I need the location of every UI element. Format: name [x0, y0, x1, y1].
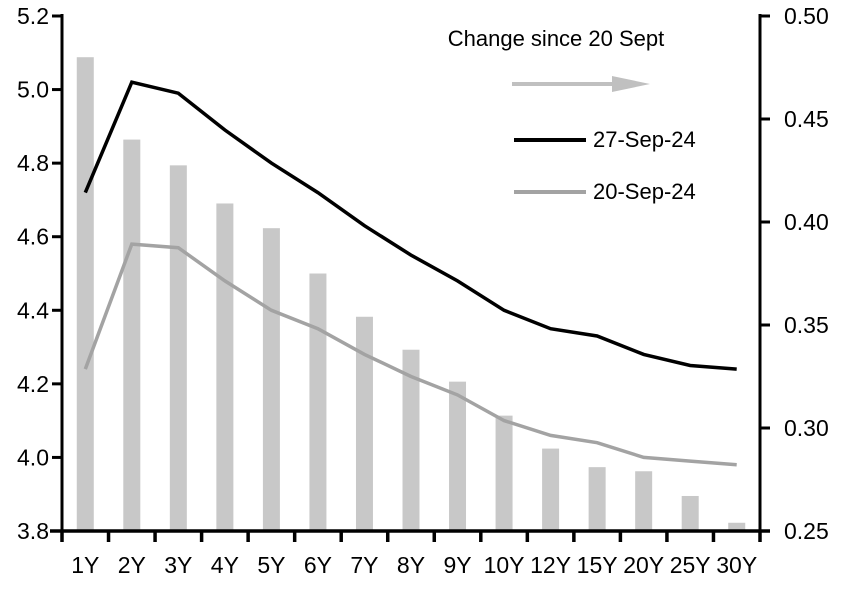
bar-10Y	[495, 415, 513, 531]
x-axis-label-15Y: 15Y	[577, 552, 618, 578]
x-axis-label-4Y: 4Y	[211, 552, 239, 578]
line-27-sep-24	[83, 80, 737, 371]
x-axis-label-30Y: 30Y	[716, 552, 757, 578]
left-axis-tick-label: 3.8	[17, 518, 49, 544]
bar-8Y	[402, 349, 420, 531]
bar-6Y	[309, 273, 327, 531]
left-axis-tick-label: 4.6	[17, 224, 49, 250]
x-axis-label-25Y: 25Y	[670, 552, 711, 578]
right-axis-tick-label: 0.30	[784, 415, 829, 441]
line-20-sep-24	[83, 242, 737, 467]
right-axis-tick-label: 0.40	[784, 209, 829, 235]
x-axis-label-10Y: 10Y	[484, 552, 525, 578]
x-axis-label-12Y: 12Y	[530, 552, 571, 578]
left-axis-tick-label: 4.0	[17, 444, 49, 470]
x-axis-label-3Y: 3Y	[164, 552, 192, 578]
bar-5Y	[262, 228, 280, 531]
x-axis-label-6Y: 6Y	[304, 552, 332, 578]
bar-20Y	[635, 471, 653, 531]
right-axis-tick-label: 0.35	[784, 312, 829, 338]
x-axis-label-1Y: 1Y	[71, 552, 99, 578]
x-axis-label-7Y: 7Y	[350, 552, 378, 578]
x-axis-label-2Y: 2Y	[118, 552, 146, 578]
bar-1Y	[76, 57, 94, 531]
left-axis-tick-label: 4.8	[17, 150, 49, 176]
bar-4Y	[216, 203, 234, 531]
bar-3Y	[169, 165, 187, 531]
left-axis-tick-label: 4.4	[17, 297, 49, 323]
bar-12Y	[542, 448, 560, 531]
left-axis-tick-label: 4.2	[17, 371, 49, 397]
left-axis-tick-label: 5.0	[17, 77, 49, 103]
x-axis-label-5Y: 5Y	[257, 552, 285, 578]
x-axis-label-8Y: 8Y	[397, 552, 425, 578]
bar-25Y	[681, 495, 699, 531]
right-axis-tick-label: 0.45	[784, 106, 829, 132]
right-axis-tick-label: 0.25	[784, 518, 829, 544]
bar-30Y	[728, 522, 746, 531]
left-axis-tick-label: 5.2	[17, 3, 49, 29]
x-axis-label-20Y: 20Y	[623, 552, 664, 578]
right-axis-tick-label: 0.50	[784, 3, 829, 29]
bar-15Y	[588, 467, 606, 531]
x-axis-label-9Y: 9Y	[443, 552, 471, 578]
bar-2Y	[123, 139, 141, 531]
bar-9Y	[449, 381, 467, 531]
bar-7Y	[355, 316, 373, 531]
